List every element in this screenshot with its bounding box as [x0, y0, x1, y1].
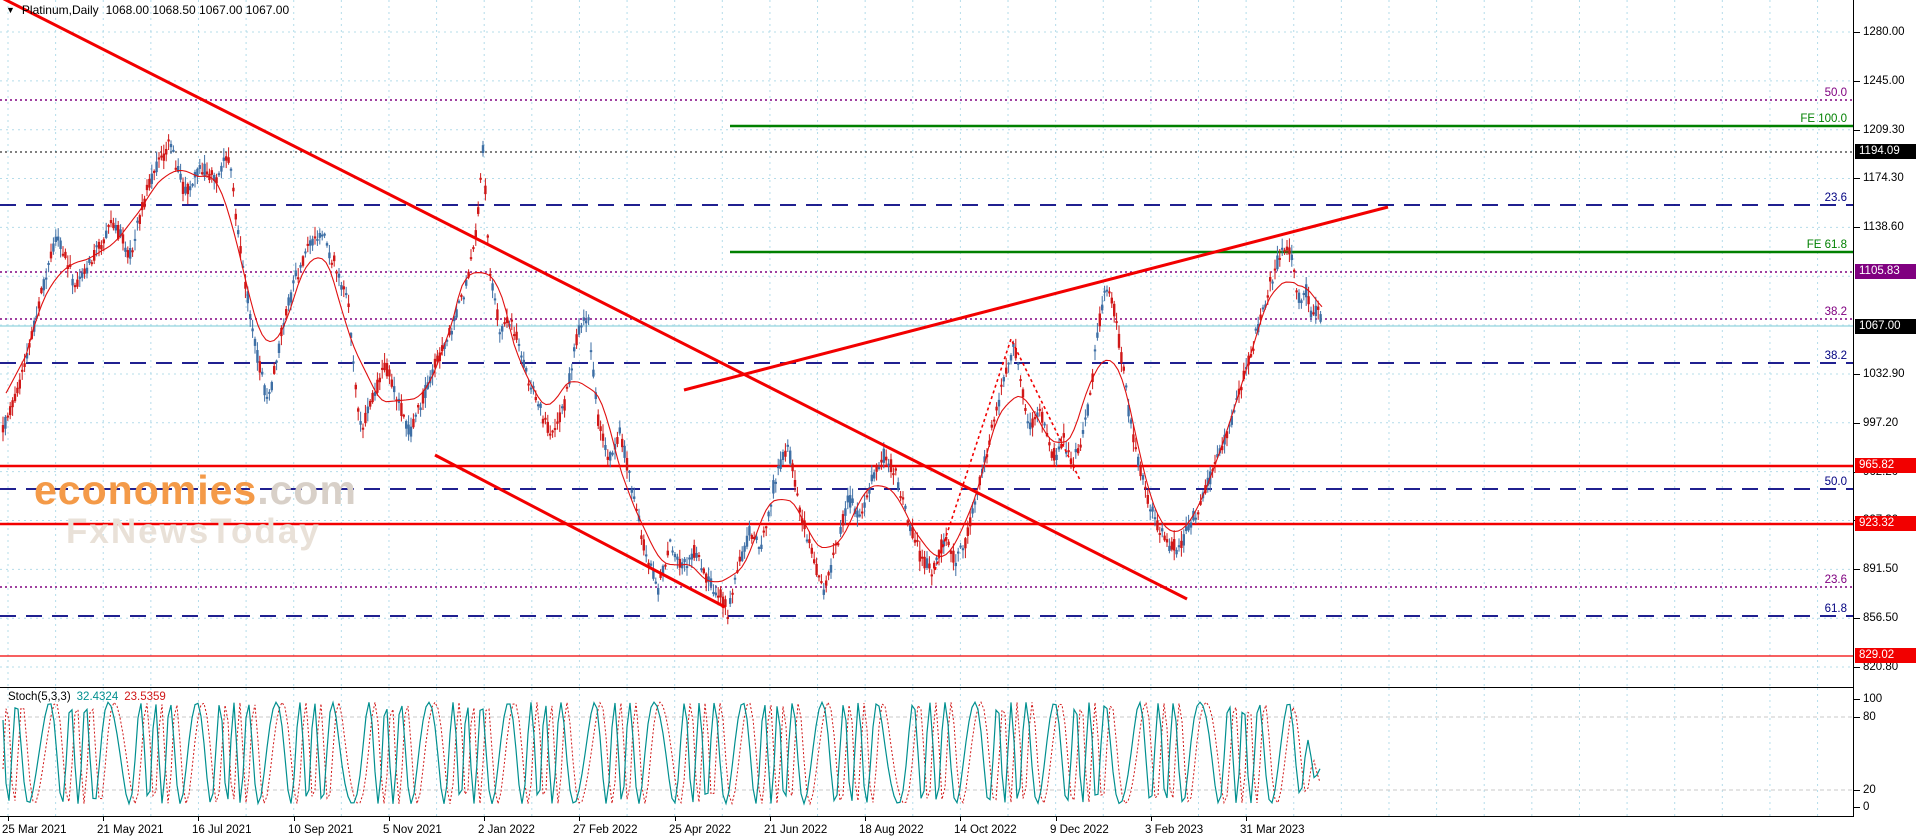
price-axis-label: 1032.90: [1863, 368, 1905, 380]
descending-channel-lower[interactable]: [434, 453, 726, 609]
time-axis-tick: [1151, 817, 1152, 821]
time-axis-tick: [389, 817, 390, 821]
time-axis-tick: [294, 817, 295, 821]
date-label: 25 Apr 2022: [669, 824, 732, 836]
time-axis-tick: [8, 817, 9, 821]
stoch-name: Stoch(5,3,3): [8, 691, 71, 703]
time-axis-tick: [960, 817, 961, 821]
stochastic-canvas: [0, 688, 1853, 816]
stochastic-indicator-label: Stoch(5,3,3) 32.4324 23.5359: [8, 691, 166, 703]
date-label: 21 May 2021: [97, 824, 164, 836]
time-axis-tick: [484, 817, 485, 821]
stoch-signal-value: 23.5359: [124, 691, 166, 703]
date-label: 21 Jun 2022: [764, 824, 828, 836]
price-axis-tick: [1854, 130, 1860, 131]
price-axis-label: 1209.30: [1863, 124, 1905, 136]
time-axis-tick: [579, 817, 580, 821]
stoch-axis-tick: [1854, 790, 1860, 791]
price-axis-tick: [1854, 178, 1860, 179]
stochastic-pane[interactable]: [0, 688, 1854, 817]
date-label: 18 Aug 2022: [859, 824, 924, 836]
time-axis-tick: [103, 817, 104, 821]
price-axis-tick: [1854, 618, 1860, 619]
stoch-axis-tick: [1854, 699, 1860, 700]
time-axis-tick: [770, 817, 771, 821]
date-label: 9 Dec 2022: [1050, 824, 1109, 836]
symbol-dropdown-icon[interactable]: ▼: [6, 5, 15, 15]
stoch-axis-tick: [1854, 807, 1860, 808]
time-axis-tick: [1246, 817, 1247, 821]
price-axis-label: 820.80: [1863, 661, 1899, 673]
fib-level-label: 38.2: [1825, 306, 1847, 318]
price-badge-923.32: 923.32: [1855, 516, 1916, 531]
price-axis-tick: [1854, 569, 1860, 570]
fib-level-label: 61.8: [1825, 603, 1847, 615]
date-label: 5 Nov 2021: [383, 824, 442, 836]
price-axis-label: 1245.00: [1863, 75, 1905, 87]
date-label: 31 Mar 2023: [1240, 824, 1305, 836]
price-axis-label: 891.50: [1863, 563, 1899, 575]
fib-level-label: 23.6: [1825, 192, 1847, 204]
stoch-axis-tick: [1854, 717, 1860, 718]
fib-level-label: 38.2: [1825, 350, 1847, 362]
price-axis-tick: [1854, 374, 1860, 375]
time-axis-tick: [865, 817, 866, 821]
fib-level-label: 50.0: [1825, 476, 1847, 488]
stoch-axis-label: 20: [1863, 784, 1876, 796]
ohlc-values: 1068.00 1068.50 1067.00 1067.00: [105, 3, 290, 17]
price-chart-canvas: 50.0 FE 100.0 23.6 FE 61.8 38.2 38.2 50.0 23.6 6…: [0, 0, 1853, 687]
price-axis-label: 856.50: [1863, 612, 1899, 624]
price-axis-tick: [1854, 81, 1860, 82]
date-label: 14 Oct 2022: [954, 824, 1017, 836]
descending-channel-upper[interactable]: [0, 0, 1188, 601]
price-axis-label: 997.20: [1863, 417, 1899, 429]
date-label: 3 Feb 2023: [1145, 824, 1204, 836]
price-axis-label: 1174.30: [1863, 172, 1904, 184]
stoch-main-line: [2, 700, 1321, 806]
time-axis-tick: [198, 817, 199, 821]
price-axis-tick: [1854, 423, 1860, 424]
price-axis-tick: [1854, 667, 1860, 668]
fib-level-label: FE 100.0: [1800, 113, 1847, 125]
price-axis-tick: [1854, 227, 1860, 228]
main-chart-pane[interactable]: 50.0 FE 100.0 23.6 FE 61.8 38.2 38.2 50.0 23.6 6…: [0, 0, 1854, 688]
price-badge-829.02: 829.02: [1855, 648, 1916, 663]
price-axis-label: 1280.00: [1863, 26, 1905, 38]
date-label: 16 Jul 2021: [192, 824, 252, 836]
price-axis-tick: [1854, 32, 1860, 33]
ascending-trendline[interactable]: [683, 205, 1389, 392]
stoch-axis-label: 80: [1863, 711, 1876, 723]
price-axis-label: 1138.60: [1863, 221, 1904, 233]
chart-title-bar: ▼ Platinum,Daily 1068.00 1068.50 1067.00…: [6, 3, 289, 17]
symbol-timeframe-label: Platinum,Daily: [21, 3, 99, 17]
stoch-axis-label: 0: [1863, 801, 1870, 813]
date-label: 10 Sep 2021: [288, 824, 354, 836]
time-axis-tick: [675, 817, 676, 821]
date-label: 27 Feb 2022: [573, 824, 638, 836]
fib-level-label: 23.6: [1825, 574, 1847, 586]
time-axis-tick: [1056, 817, 1057, 821]
moving-average-line[interactable]: [5, 169, 1323, 583]
price-badge-965.82: 965.82: [1855, 458, 1916, 473]
price-badge-1194.09: 1194.09: [1855, 144, 1916, 159]
stoch-axis-label: 100: [1863, 693, 1883, 705]
fib-level-label: 50.0: [1825, 87, 1847, 99]
price-badge-1067.00: 1067.00: [1855, 319, 1916, 334]
date-label: 2 Jan 2022: [478, 824, 535, 836]
price-badge-1105.83: 1105.83: [1855, 264, 1916, 279]
time-axis[interactable]: 25 Mar 2021 21 May 2021 16 Jul 2021 10 Sep …: [0, 817, 1854, 840]
price-axis[interactable]: 1280.00 1245.00 1209.30 1174.30 1138.60 1032.…: [1854, 0, 1916, 840]
date-label: 25 Mar 2021: [2, 824, 67, 836]
stoch-main-value: 32.4324: [76, 691, 119, 703]
fib-level-label: FE 61.8: [1807, 239, 1847, 251]
